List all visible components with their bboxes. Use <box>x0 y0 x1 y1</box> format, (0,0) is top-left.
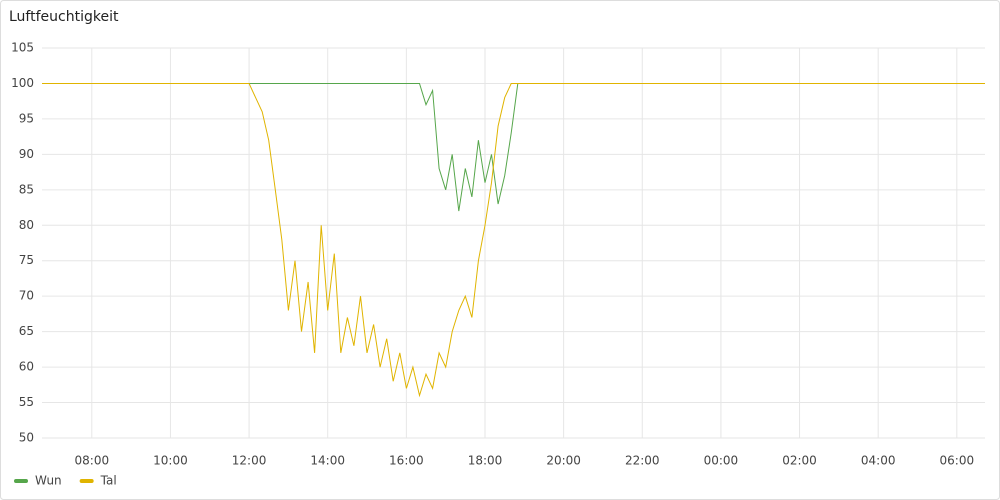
series-line <box>42 83 985 398</box>
series-line <box>42 83 985 212</box>
x-tick-label: 04:00 <box>861 454 896 468</box>
y-tick-label: 60 <box>19 360 34 374</box>
x-tick-label: 00:00 <box>704 454 739 468</box>
x-tick-label: 10:00 <box>153 454 188 468</box>
y-tick-label: 80 <box>19 218 34 232</box>
y-tick-label: 95 <box>19 111 34 125</box>
y-tick-label: 65 <box>19 324 34 338</box>
x-tick-label: 12:00 <box>232 454 267 468</box>
y-tick-label: 85 <box>19 182 34 196</box>
x-tick-label: 06:00 <box>940 454 975 468</box>
legend-label: Wun <box>35 474 62 488</box>
y-tick-label: 100 <box>11 76 34 90</box>
x-tick-label: 08:00 <box>75 454 110 468</box>
y-tick-label: 105 <box>11 41 34 55</box>
y-tick-label: 55 <box>19 395 34 409</box>
legend-label: Tal <box>100 474 117 488</box>
y-tick-label: 90 <box>19 147 34 161</box>
x-tick-label: 16:00 <box>389 454 424 468</box>
x-tick-label: 14:00 <box>310 454 345 468</box>
chart-title: Luftfeuchtigkeit <box>9 9 119 25</box>
legend-swatch <box>79 479 94 483</box>
y-tick-label: 50 <box>19 431 34 445</box>
y-tick-label: 70 <box>19 289 34 303</box>
x-tick-label: 20:00 <box>546 454 581 468</box>
x-tick-label: 02:00 <box>782 454 817 468</box>
legend-swatch <box>14 479 28 483</box>
x-tick-label: 22:00 <box>625 454 660 468</box>
x-tick-label: 18:00 <box>468 454 503 468</box>
y-tick-label: 75 <box>19 253 34 267</box>
